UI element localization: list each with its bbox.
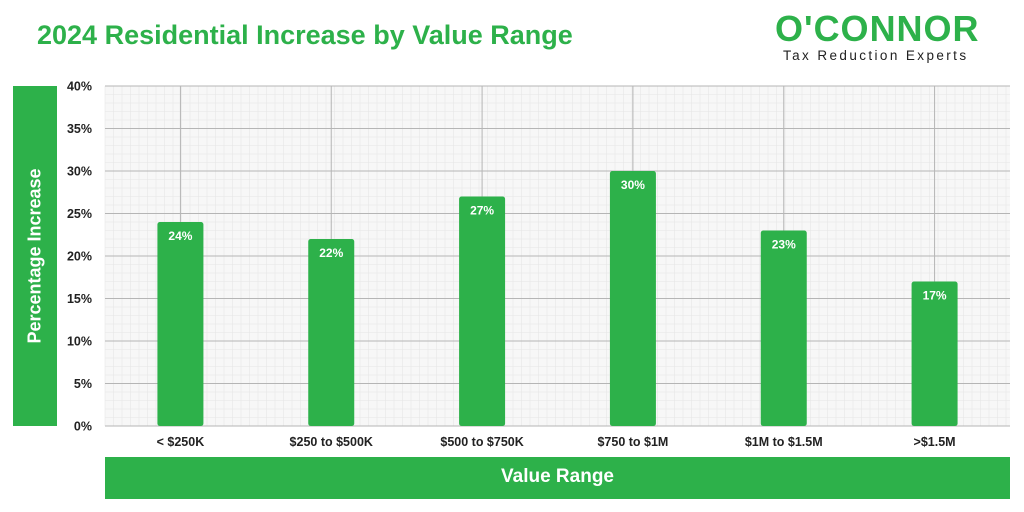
bar [157, 222, 204, 426]
x-tick-label: $750 to $1M [597, 435, 668, 449]
chart-title: 2024 Residential Increase by Value Range [37, 20, 573, 50]
logo-name: O'CONNOR [775, 8, 980, 49]
bar [308, 239, 355, 426]
x-axis-label: Value Range [501, 466, 614, 487]
bar [760, 230, 807, 426]
x-axis-label-box: Value Range [105, 457, 1010, 499]
bar-data-label: 23% [772, 238, 796, 252]
logo-tagline: Tax Reduction Experts [783, 48, 969, 63]
x-tick-label: $250 to $500K [290, 435, 373, 449]
x-tick-label: $1M to $1.5M [745, 435, 823, 449]
y-tick-label: 0% [74, 420, 92, 434]
bar-data-label: 27% [470, 204, 494, 218]
bar-data-label: 22% [319, 246, 343, 260]
y-tick-label: 40% [67, 80, 92, 94]
y-tick-label: 5% [74, 377, 92, 391]
y-tick-label: 20% [67, 250, 92, 264]
x-tick-label: $500 to $750K [440, 435, 523, 449]
y-tick-label: 25% [67, 207, 92, 221]
y-axis-ticks: 0% 5% 10% 15% 20% 25% 30% 35% 40% [67, 80, 92, 434]
bars: 24% 22% 27% 30% 23% 17% [157, 171, 958, 426]
y-tick-label: 10% [67, 335, 92, 349]
y-tick-label: 30% [67, 165, 92, 179]
y-tick-label: 35% [67, 122, 92, 136]
bar [459, 196, 506, 426]
oconnor-logo: O'CONNOR Tax Reduction Experts [775, 8, 1007, 68]
bar-data-label: 24% [168, 229, 192, 243]
x-tick-label: >$1.5M [914, 435, 956, 449]
x-tick-label: < $250K [157, 435, 205, 449]
bar [609, 171, 656, 426]
y-axis-label-box: Percentage Increase [13, 86, 57, 426]
bar-data-label: 30% [621, 178, 645, 192]
bar-data-label: 17% [923, 289, 947, 303]
y-tick-label: 15% [67, 292, 92, 306]
x-axis-ticks: < $250K $250 to $500K $500 to $750K $750 to… [157, 435, 956, 449]
bar [911, 281, 958, 426]
